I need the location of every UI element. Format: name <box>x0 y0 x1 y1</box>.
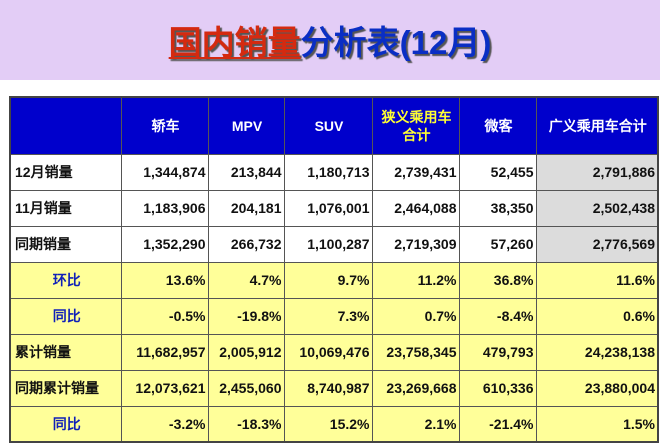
cell-mpv: 213,844 <box>207 153 285 191</box>
cell-narrow-total: 23,269,668 <box>371 369 460 407</box>
cell-sedan: -0.5% <box>120 297 209 335</box>
cell-broad-total: 2,776,569 <box>535 225 659 263</box>
cell-minivan: -21.4% <box>458 405 537 443</box>
cell-suv: 9.7% <box>283 261 373 299</box>
header-row: 轿车 MPV SUV 狭义乘用车 合计 微客 广义乘用车合计 <box>9 96 659 155</box>
cell-suv: 1,100,287 <box>283 225 373 263</box>
cell-broad-total: 23,880,004 <box>535 369 659 407</box>
cell-broad-total: 2,502,438 <box>535 189 659 227</box>
cell-broad-total: 0.6% <box>535 297 659 335</box>
cell-minivan: 36.8% <box>458 261 537 299</box>
cell-suv: 10,069,476 <box>283 333 373 371</box>
header-narrow-passenger-total: 狭义乘用车 合计 <box>371 96 460 155</box>
cell-mpv: 2,455,060 <box>207 369 285 407</box>
table-row-dec-sales: 12月销量 1,344,874 213,844 1,180,713 2,739,… <box>9 153 659 191</box>
cell-narrow-total: 2.1% <box>371 405 460 443</box>
table-row-same-period-sales: 同期销量 1,352,290 266,732 1,100,287 2,719,3… <box>9 225 659 263</box>
header-broad-passenger-total: 广义乘用车合计 <box>535 96 659 155</box>
cell-minivan: 610,336 <box>458 369 537 407</box>
cell-suv: 1,180,713 <box>283 153 373 191</box>
header-narrow-line1: 狭义乘用车 <box>381 108 452 125</box>
table-row-cumulative-yoy: 同比 -3.2% -18.3% 15.2% 2.1% -21.4% 1.5% <box>9 405 659 443</box>
sales-analysis-table: 轿车 MPV SUV 狭义乘用车 合计 微客 广义乘用车合计 12月销量 1,3… <box>9 96 659 443</box>
cell-mpv: 204,181 <box>207 189 285 227</box>
table-row-yoy: 同比 -0.5% -19.8% 7.3% 0.7% -8.4% 0.6% <box>9 297 659 335</box>
row-label: 同期销量 <box>9 225 122 263</box>
cell-narrow-total: 0.7% <box>371 297 460 335</box>
cell-suv: 7.3% <box>283 297 373 335</box>
row-label: 11月销量 <box>9 189 122 227</box>
title-blue-part: 分析表(12月) <box>300 24 492 61</box>
table-row-mom: 环比 13.6% 4.7% 9.7% 11.2% 36.8% 11.6% <box>9 261 659 299</box>
row-label: 累计销量 <box>9 333 122 371</box>
cell-narrow-total: 2,719,309 <box>371 225 460 263</box>
header-sedan: 轿车 <box>120 96 209 155</box>
cell-minivan: 479,793 <box>458 333 537 371</box>
title-red-part: 国内销量 <box>168 24 301 61</box>
row-label: 12月销量 <box>9 153 122 191</box>
row-label: 同期累计销量 <box>9 369 122 407</box>
header-suv: SUV <box>283 96 373 155</box>
table-row-cumulative-sales: 累计销量 11,682,957 2,005,912 10,069,476 23,… <box>9 333 659 371</box>
header-narrow-line2: 合计 <box>402 126 431 143</box>
cell-broad-total: 24,238,138 <box>535 333 659 371</box>
cell-minivan: 57,260 <box>458 225 537 263</box>
cell-mpv: -19.8% <box>207 297 285 335</box>
cell-minivan: 52,455 <box>458 153 537 191</box>
cell-sedan: 1,183,906 <box>120 189 209 227</box>
row-label: 环比 <box>9 261 122 299</box>
table-row-same-period-cumulative: 同期累计销量 12,073,621 2,455,060 8,740,987 23… <box>9 369 659 407</box>
cell-broad-total: 1.5% <box>535 405 659 443</box>
cell-sedan: 11,682,957 <box>120 333 209 371</box>
cell-broad-total: 11.6% <box>535 261 659 299</box>
cell-narrow-total: 23,758,345 <box>371 333 460 371</box>
cell-mpv: 4.7% <box>207 261 285 299</box>
cell-narrow-total: 2,739,431 <box>371 153 460 191</box>
cell-suv: 8,740,987 <box>283 369 373 407</box>
cell-mpv: 2,005,912 <box>207 333 285 371</box>
cell-broad-total: 2,791,886 <box>535 153 659 191</box>
row-label: 同比 <box>9 297 122 335</box>
cell-sedan: 13.6% <box>120 261 209 299</box>
row-label: 同比 <box>9 405 122 443</box>
header-minivan: 微客 <box>458 96 537 155</box>
cell-mpv: 266,732 <box>207 225 285 263</box>
page-title: 国内销量分析表(12月) <box>169 16 492 64</box>
cell-sedan: 12,073,621 <box>120 369 209 407</box>
cell-sedan: 1,352,290 <box>120 225 209 263</box>
header-mpv: MPV <box>207 96 285 155</box>
title-band: 国内销量分析表(12月) <box>0 0 660 80</box>
cell-minivan: -8.4% <box>458 297 537 335</box>
cell-suv: 15.2% <box>283 405 373 443</box>
cell-suv: 1,076,001 <box>283 189 373 227</box>
cell-mpv: -18.3% <box>207 405 285 443</box>
cell-narrow-total: 2,464,088 <box>371 189 460 227</box>
cell-narrow-total: 11.2% <box>371 261 460 299</box>
header-corner <box>9 96 122 155</box>
cell-sedan: 1,344,874 <box>120 153 209 191</box>
cell-sedan: -3.2% <box>120 405 209 443</box>
table-row-nov-sales: 11月销量 1,183,906 204,181 1,076,001 2,464,… <box>9 189 659 227</box>
cell-minivan: 38,350 <box>458 189 537 227</box>
